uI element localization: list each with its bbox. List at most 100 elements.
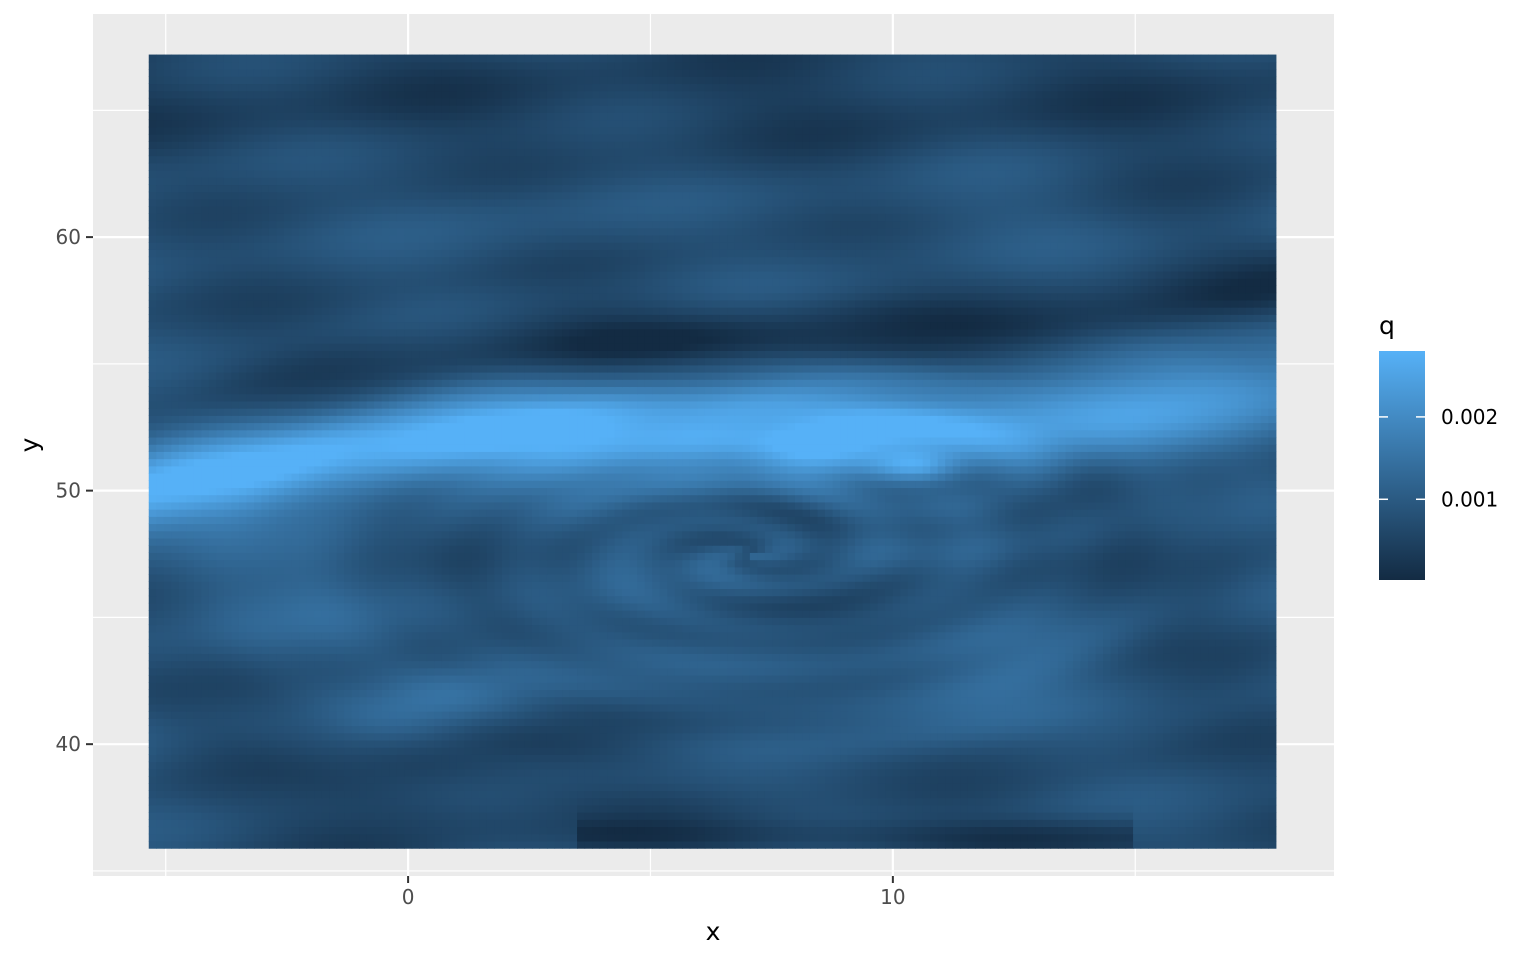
heatmap-cell [644,833,653,842]
heatmap-cell [516,674,526,683]
heatmap-cell [727,739,736,748]
heatmap-cell [832,624,841,633]
heatmap-cell [1080,696,1089,705]
heatmap-cell [253,725,263,734]
heatmap-cell [1140,674,1149,683]
heatmap-cell [261,819,270,828]
heatmap-cell [494,624,503,633]
heatmap-cell [1215,725,1224,734]
heatmap-cell [1020,703,1029,712]
heatmap-cell [321,840,330,849]
heatmap-cell [404,610,413,618]
heatmap-cell [291,646,300,654]
heatmap-cell [1005,732,1014,741]
heatmap-cell [456,732,465,741]
heatmap-cell [1148,689,1157,698]
heatmap-cell [629,797,638,806]
heatmap-cell [652,826,661,835]
heatmap-cell [1223,747,1232,755]
heatmap-cell [381,747,390,755]
heatmap-cell [208,667,217,676]
heatmap-cell [516,819,526,828]
heatmap-cell [997,761,1006,770]
heatmap-cell [178,696,187,705]
heatmap-cell [238,833,248,842]
heatmap-cell [291,660,300,669]
heatmap-cell [809,646,819,654]
heatmap-cell [862,725,871,734]
heatmap-cell [1148,761,1157,770]
heatmap-cell [1050,833,1059,842]
heatmap-cell [1185,840,1194,849]
heatmap-cell [486,638,495,647]
heatmap-cell [1065,653,1074,662]
heatmap-cell [847,711,856,719]
heatmap-cell [359,696,368,705]
heatmap-cell [967,610,976,618]
heatmap-cell [945,775,954,784]
heatmap-cell [802,812,811,820]
heatmap-cell [885,682,894,690]
heatmap-cell [456,826,465,835]
heatmap-cell [937,696,946,705]
heatmap-cell [562,617,571,626]
heatmap-cell [757,624,766,633]
heatmap-cell [689,624,698,633]
heatmap-cell [757,696,766,705]
heatmap-cell [907,833,916,842]
heatmap-cell [637,711,646,719]
heatmap-cell [764,804,773,813]
heatmap-cell [734,689,743,698]
heatmap-cell [156,732,165,741]
heatmap-cell [171,660,180,669]
heatmap-cell [441,804,450,813]
heatmap-cell [1087,761,1097,770]
heatmap-cell [314,631,323,640]
heatmap-cell [1012,638,1021,647]
heatmap-cell [486,739,495,748]
heatmap-cell [794,739,804,748]
heatmap-cell [1238,804,1247,813]
heatmap-cell [802,768,811,777]
heatmap-cell [930,660,939,669]
heatmap-cell [381,696,390,705]
heatmap-cell [930,667,939,676]
heatmap-cell [689,732,698,741]
heatmap-cell [434,840,443,849]
heatmap-cell [336,674,345,683]
heatmap-cell [652,682,661,690]
heatmap-cell [990,790,999,799]
heatmap-cell [148,617,157,626]
heatmap-cell [945,840,954,849]
heatmap-cell [1230,689,1239,698]
heatmap-cell [840,804,849,813]
heatmap-cell [990,840,999,849]
heatmap-cell [674,631,683,640]
heatmap-cell [802,718,811,727]
heatmap-cell [216,660,225,669]
heatmap-cell [404,819,413,828]
heatmap-cell [622,696,631,705]
heatmap-cell [1193,819,1202,828]
heatmap-cell [659,747,668,755]
heatmap-cell [396,754,405,763]
heatmap-cell [291,624,300,633]
heatmap-cell [592,646,601,654]
heatmap-cell [419,826,428,835]
heatmap-cell [1193,797,1202,806]
heatmap-cell [404,631,413,640]
heatmap-cell [1223,732,1232,741]
heatmap-cell [622,617,631,626]
heatmap-cell [253,747,263,755]
heatmap-cell [1057,804,1067,813]
heatmap-cell [321,653,330,662]
heatmap-cell [847,833,856,842]
heatmap-cell [817,689,826,698]
heatmap-cell [997,718,1006,727]
heatmap-cell [637,833,646,842]
heatmap-cell [915,667,924,676]
heatmap-cell [734,703,743,712]
heatmap-cell [1005,833,1014,842]
heatmap-cell [937,804,946,813]
heatmap-cell [757,812,766,820]
